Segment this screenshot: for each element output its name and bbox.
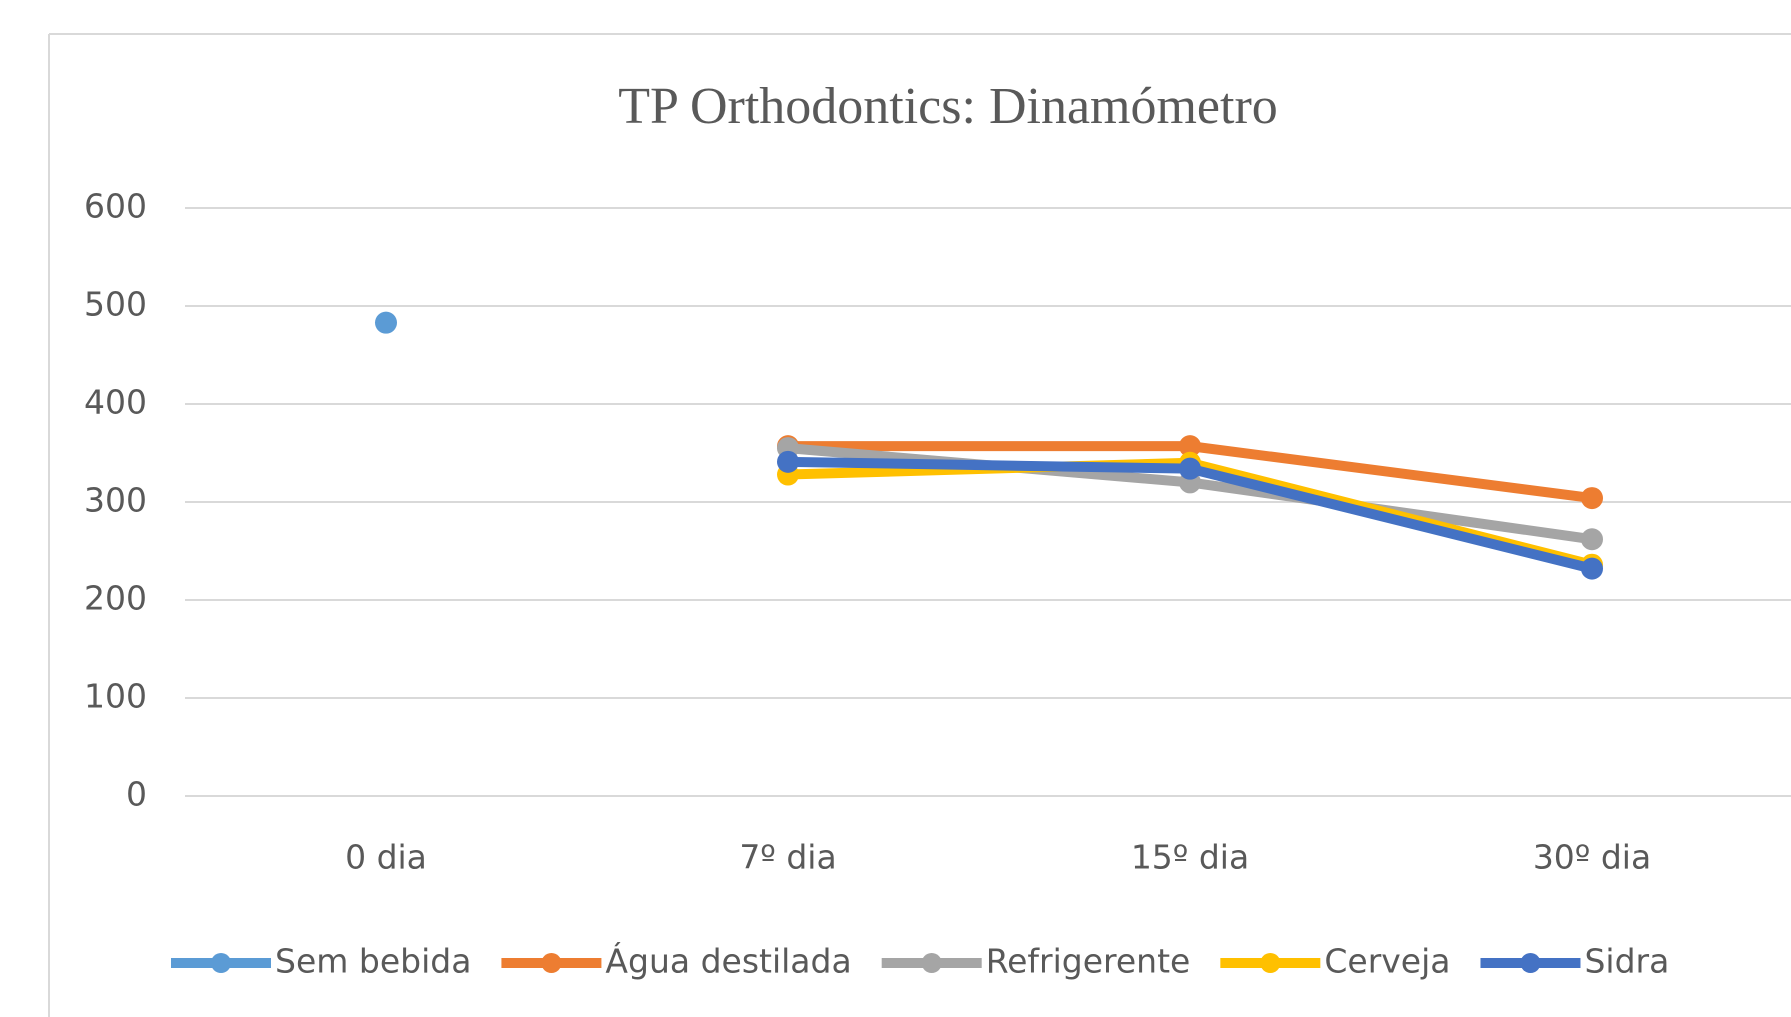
y-tick-label: 600 bbox=[84, 187, 147, 226]
marker bbox=[1581, 528, 1603, 551]
legend-label: Refrigerente bbox=[986, 942, 1191, 981]
marker bbox=[1581, 557, 1603, 580]
marker bbox=[777, 450, 799, 473]
legend-label: Cerveja bbox=[1324, 942, 1450, 981]
x-tick-label: 15º dia bbox=[1131, 838, 1249, 877]
legend-marker bbox=[211, 953, 231, 973]
y-tick-label: 500 bbox=[84, 285, 147, 324]
y-tick-label: 100 bbox=[84, 677, 147, 716]
x-tick-label: 30º dia bbox=[1533, 838, 1651, 877]
y-tick-label: 0 bbox=[126, 775, 147, 814]
y-tick-label: 400 bbox=[84, 383, 147, 422]
legend-marker bbox=[1520, 953, 1541, 973]
marker bbox=[375, 311, 397, 334]
legend-marker bbox=[921, 953, 942, 973]
marker bbox=[1179, 457, 1201, 480]
legend-marker bbox=[1260, 953, 1281, 973]
chart-title: TP Orthodontics: Dinamómetro bbox=[618, 78, 1278, 135]
y-tick-label: 300 bbox=[84, 481, 147, 520]
y-tick-label: 200 bbox=[84, 579, 147, 618]
marker bbox=[1179, 435, 1201, 458]
x-tick-label: 0 dia bbox=[345, 838, 427, 877]
legend-marker bbox=[541, 953, 562, 973]
legend-label: Água destilada bbox=[605, 941, 851, 981]
marker bbox=[1581, 487, 1603, 510]
legend-label: Sem bebida bbox=[275, 942, 471, 981]
legend-label: Sidra bbox=[1584, 942, 1669, 981]
x-tick-label: 7º dia bbox=[739, 838, 836, 877]
